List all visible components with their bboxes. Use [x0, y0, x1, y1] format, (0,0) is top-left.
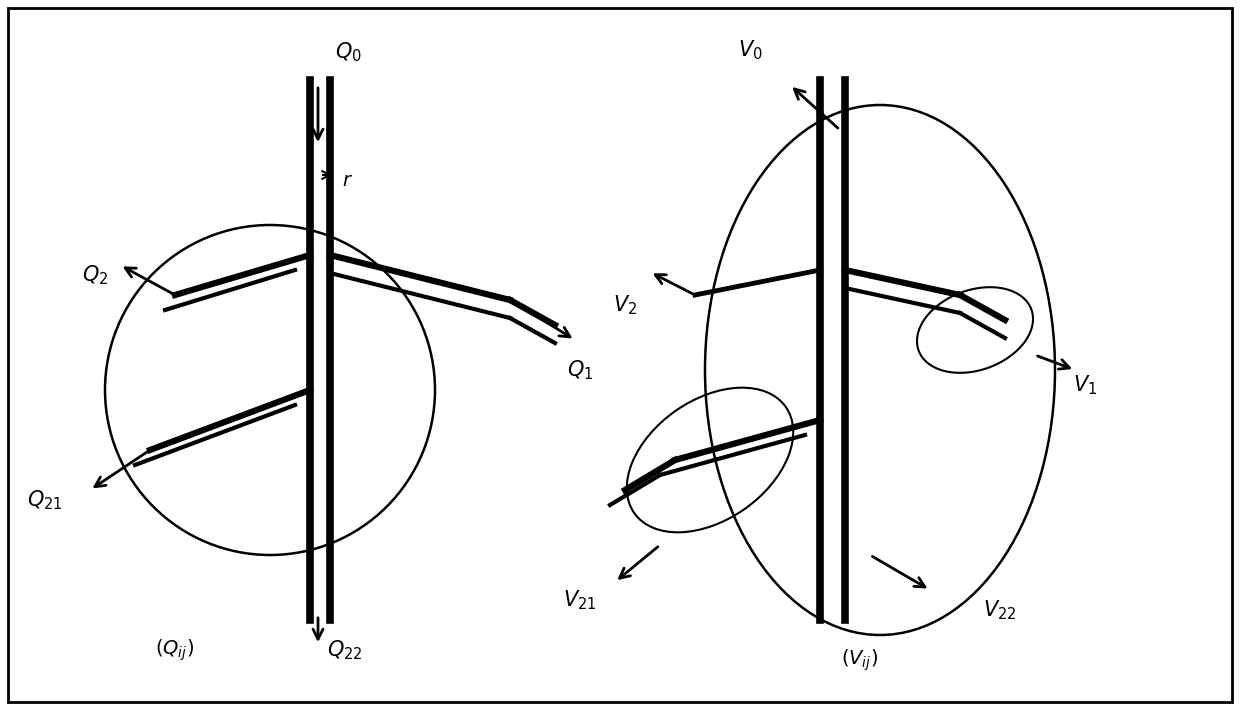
Text: $( Q_{ij} )$: $( Q_{ij} )$ — [155, 638, 195, 662]
Text: $V_{21}$: $V_{21}$ — [563, 588, 596, 612]
Text: $Q_2$: $Q_2$ — [82, 263, 108, 287]
Text: $V_{22}$: $V_{22}$ — [983, 599, 1017, 622]
Text: $V_0$: $V_0$ — [738, 38, 763, 62]
Text: $V_2$: $V_2$ — [613, 293, 637, 317]
Text: $Q_0$: $Q_0$ — [335, 40, 361, 64]
Text: $Q_{21}$: $Q_{21}$ — [27, 488, 63, 512]
Text: $V_1$: $V_1$ — [1073, 373, 1097, 397]
Text: $( V_{ij} )$: $( V_{ij} )$ — [842, 648, 878, 673]
Text: $r$: $r$ — [342, 170, 353, 190]
Text: $Q_1$: $Q_1$ — [567, 359, 593, 382]
Text: $Q_{22}$: $Q_{22}$ — [327, 638, 363, 662]
